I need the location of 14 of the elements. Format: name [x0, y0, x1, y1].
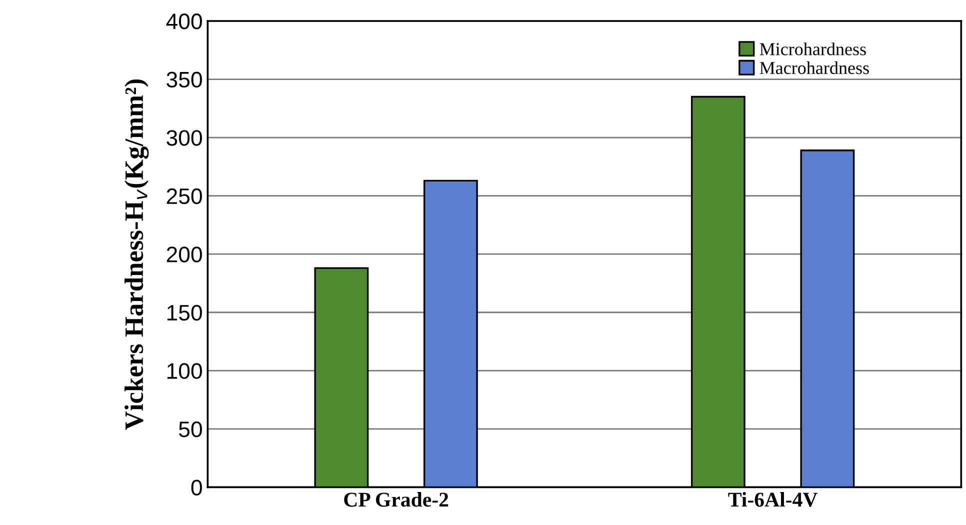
y-tick-label: 0 — [191, 480, 202, 496]
y-tick-label: 100 — [167, 363, 202, 379]
x-tick-label: CP Grade-2 — [344, 492, 448, 507]
y-tick-label: 250 — [166, 188, 202, 204]
legend-label: Microhardness — [760, 42, 866, 56]
x-tick-label: Ti-6Al-4V — [728, 492, 818, 507]
y-tick-label: 150 — [167, 304, 202, 321]
y-tick-label: 350 — [166, 72, 202, 88]
y-tick-label: 50 — [179, 421, 202, 438]
y-tick-label: 200 — [166, 246, 202, 262]
y-tick-label: 300 — [166, 130, 202, 146]
legend-label: Macrohardness — [760, 61, 869, 74]
y-tick-label: 400 — [166, 14, 202, 30]
y-axis-title: Vickers Hardness-H$_{v}$(Kg/mm²) — [124, 79, 149, 430]
